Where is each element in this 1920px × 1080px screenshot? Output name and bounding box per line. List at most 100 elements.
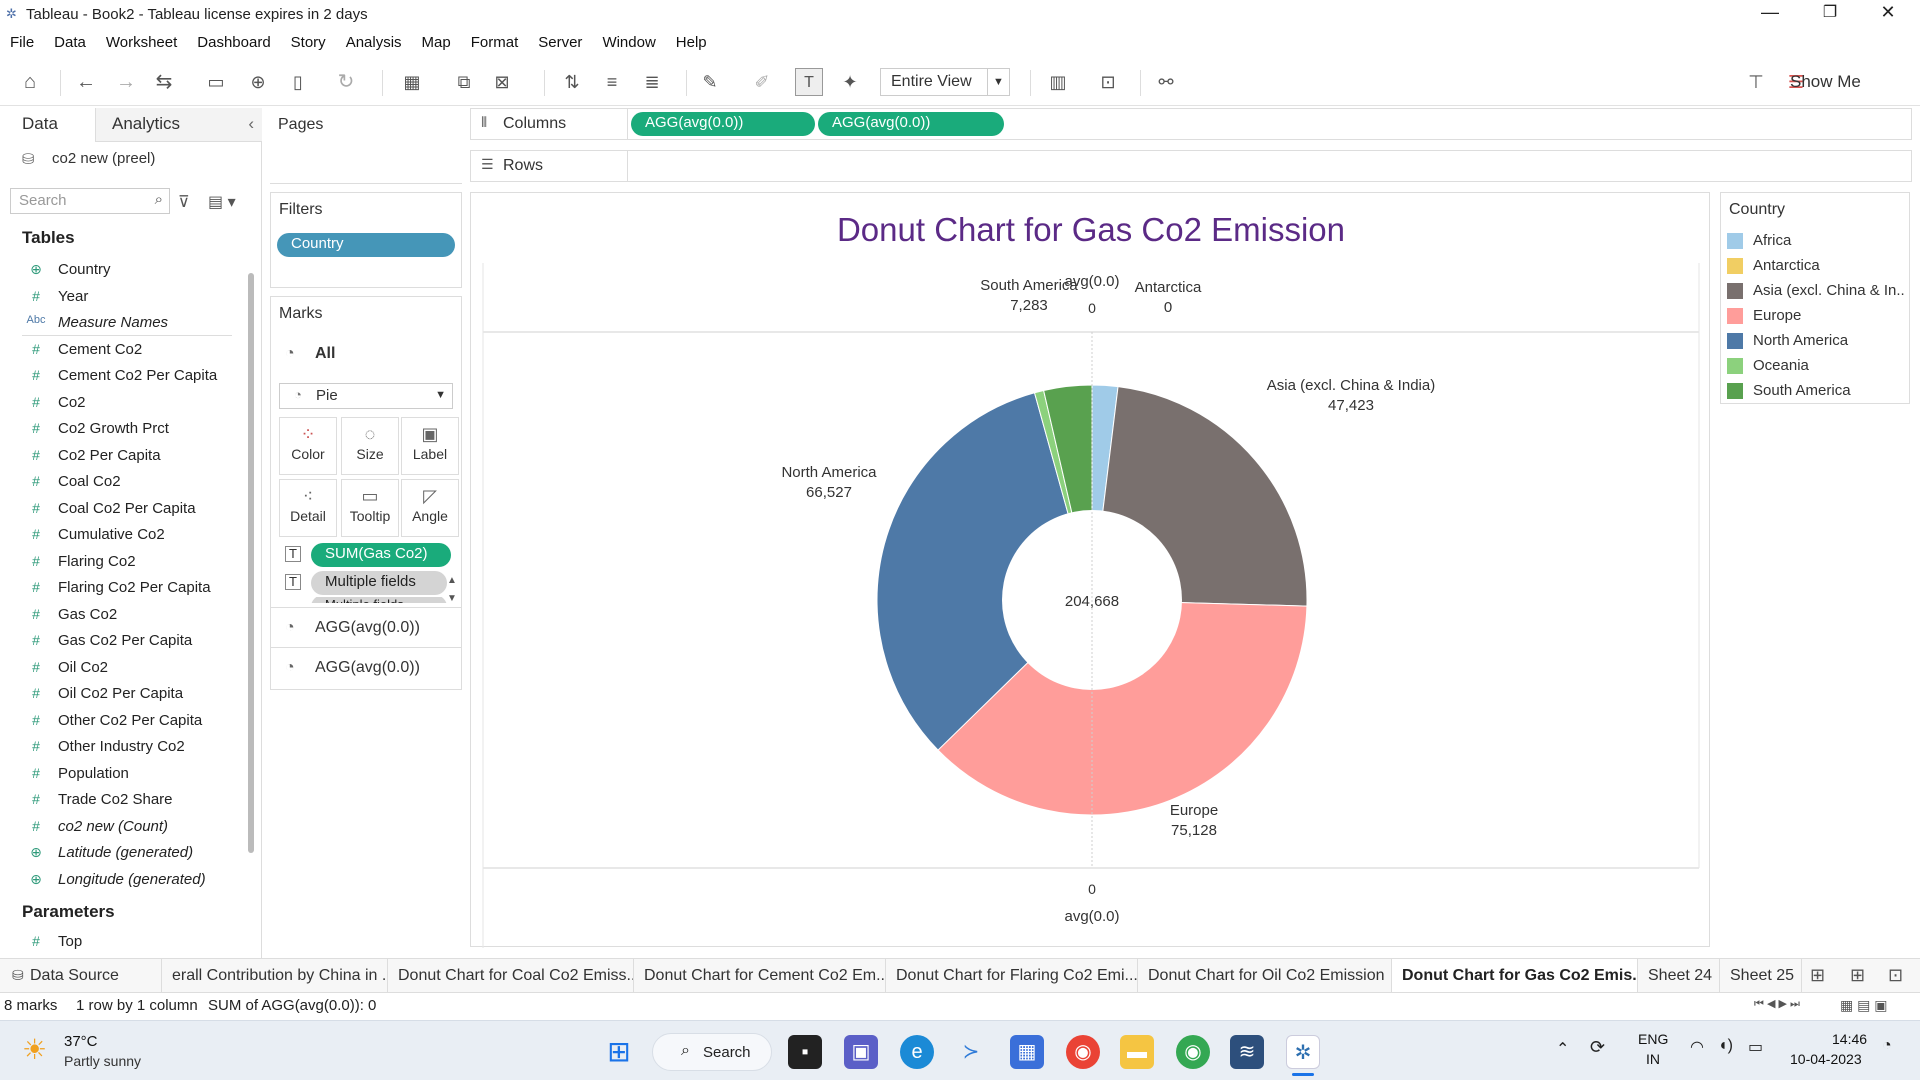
taskbar-search[interactable]: ⌕ Search <box>652 1033 772 1071</box>
chrome-profile-icon[interactable]: ◉ <box>1176 1035 1210 1069</box>
undo-icon[interactable]: ← <box>76 71 96 93</box>
size-card[interactable]: ◌ Size <box>341 417 399 475</box>
refresh-icon[interactable]: ↻ <box>337 71 355 93</box>
marks-pill-multiple-fields[interactable]: Multiple fields <box>311 571 447 595</box>
field-population[interactable]: # Population <box>0 762 245 788</box>
language-line1[interactable]: ENG <box>1638 1031 1669 1047</box>
field-other-industry-co2[interactable]: # Other Industry Co2 <box>0 735 245 761</box>
presentation-mode-icon[interactable]: ⊡ <box>1100 72 1116 92</box>
tableau-taskbar-icon[interactable]: ≋ <box>1230 1035 1264 1069</box>
windows-start-icon[interactable]: ⊞ <box>607 1036 631 1067</box>
field-year[interactable]: # Year <box>0 285 245 311</box>
tab-sheet-active[interactable]: Donut Chart for Gas Co2 Emis... <box>1392 959 1638 993</box>
show-mark-labels-icon[interactable]: T <box>795 68 823 96</box>
marks-all-label[interactable]: All <box>315 345 336 362</box>
filter-icon[interactable]: ⊽ <box>178 194 190 211</box>
clock-time[interactable]: 14:46 <box>1832 1031 1868 1047</box>
field-oil-co2-per-capita[interactable]: # Oil Co2 Per Capita <box>0 682 245 708</box>
new-worksheet-icon[interactable]: ▦ <box>403 72 421 92</box>
menu-file[interactable]: File <box>10 34 35 51</box>
swap-icon[interactable]: ⇅ <box>564 72 580 92</box>
field-latitude-generated[interactable]: ⊕ Latitude (generated) <box>0 841 245 867</box>
search-input[interactable]: Search ⌕ <box>10 188 170 214</box>
home-icon[interactable]: ⌂ <box>23 71 37 93</box>
show-me-icon[interactable]: ☰ <box>1787 72 1805 92</box>
new-datasource-icon[interactable]: ⊕ <box>250 72 266 92</box>
close-button[interactable]: ✕ <box>1880 2 1896 22</box>
marks-layer-agg2[interactable]: AGG(avg(0.0)) <box>315 659 420 676</box>
wifi-icon[interactable]: ◠ <box>1690 1039 1704 1056</box>
marks-pill-multiple-fields-2[interactable]: Multiple fields <box>311 597 447 603</box>
paint-format-icon[interactable]: ⊤ <box>1748 72 1764 92</box>
menu-worksheet[interactable]: Worksheet <box>105 34 178 51</box>
sort-descending-icon[interactable]: ≣ <box>644 72 660 92</box>
field-co2-new-count[interactable]: # co2 new (Count) <box>0 815 245 841</box>
menu-map[interactable]: Map <box>421 34 451 51</box>
filters-shelf[interactable]: Filters Country <box>270 192 462 288</box>
clear-sheet-icon[interactable]: ⊠ <box>494 72 510 92</box>
share-icon[interactable]: ⚯ <box>1158 72 1174 92</box>
tooltip-card[interactable]: ▭ Tooltip <box>341 479 399 537</box>
field-trade-co2-share[interactable]: # Trade Co2 Share <box>0 788 245 814</box>
tab-sheet[interactable]: Donut Chart for Oil Co2 Emission <box>1138 959 1392 993</box>
field-co2[interactable]: # Co2 <box>0 391 245 417</box>
tab-sheet[interactable]: Sheet 25 <box>1720 959 1802 993</box>
marks-layer-agg1[interactable]: AGG(avg(0.0)) <box>315 619 420 636</box>
columns-pill-1[interactable]: AGG(avg(0.0)) <box>631 112 815 136</box>
field-gas-co2[interactable]: # Gas Co2 <box>0 603 245 629</box>
edge-icon[interactable]: e <box>900 1035 934 1069</box>
collapse-pane-icon[interactable]: ‹ <box>248 114 254 133</box>
label-card[interactable]: ▣ Label <box>401 417 459 475</box>
task-view-icon[interactable]: ▪ <box>788 1035 822 1069</box>
scroll-up-icon[interactable]: ▲ <box>447 575 457 586</box>
menu-window[interactable]: Window <box>602 34 656 51</box>
highlight-icon[interactable]: ✎ <box>702 72 718 92</box>
fit-dropdown[interactable]: Entire View ▼ <box>880 68 1010 96</box>
field-co2-growth-prct[interactable]: # Co2 Growth Prct <box>0 417 245 443</box>
new-dashboard-icon[interactable]: ⊞ <box>1850 965 1866 985</box>
field-measure-names[interactable]: Abc Measure Names <box>0 311 245 337</box>
file-explorer-icon[interactable]: ▬ <box>1120 1035 1154 1069</box>
menu-format[interactable]: Format <box>470 34 519 51</box>
teams-icon[interactable]: ▣ <box>844 1035 878 1069</box>
menu-data[interactable]: Data <box>54 34 86 51</box>
parameter-top[interactable]: # Top <box>0 930 245 956</box>
field-co2-per-capita[interactable]: # Co2 Per Capita <box>0 444 245 470</box>
datasource-name[interactable]: co2 new (preel) <box>52 150 156 167</box>
tab-sheet[interactable]: Sheet 24 <box>1638 959 1720 993</box>
tab-navigation-icon[interactable]: ⏮ ◀ ▶ ⏭ <box>1754 998 1800 1010</box>
battery-icon[interactable]: ▭ <box>1748 1039 1764 1056</box>
marks-pill-sum-gas-co2[interactable]: SUM(Gas Co2) <box>311 543 451 567</box>
menu-dashboard[interactable]: Dashboard <box>197 34 271 51</box>
redo-icon[interactable]: → <box>116 71 136 93</box>
scroll-down-icon[interactable]: ▼ <box>447 593 457 604</box>
color-card[interactable]: ⁘ Color <box>279 417 337 475</box>
notification-icon[interactable]: ◔ <box>1882 1037 1892 1054</box>
field-cumulative-co2[interactable]: # Cumulative Co2 <box>0 523 245 549</box>
field-flaring-co2[interactable]: # Flaring Co2 <box>0 550 245 576</box>
maximize-button[interactable]: ❐ <box>1822 4 1838 21</box>
rows-shelf[interactable]: ☰ Rows <box>470 150 1912 182</box>
field-coal-co2[interactable]: # Coal Co2 <box>0 470 245 496</box>
field-other-co2-per-capita[interactable]: # Other Co2 Per Capita <box>0 709 245 735</box>
detail-card[interactable]: ⁖ Detail <box>279 479 337 537</box>
field-coal-co2-per-capita[interactable]: # Coal Co2 Per Capita <box>0 497 245 523</box>
sort-ascending-icon[interactable]: ≡ <box>606 72 618 92</box>
pages-shelf[interactable]: Pages <box>270 108 462 184</box>
chrome-icon[interactable]: ◉ <box>1066 1035 1100 1069</box>
menu-help[interactable]: Help <box>675 34 707 51</box>
tab-sheet[interactable]: Donut Chart for Cement Co2 Em... <box>634 959 886 993</box>
columns-pill-2[interactable]: AGG(avg(0.0)) <box>818 112 1004 136</box>
tab-data-source[interactable]: Data Source <box>20 959 162 993</box>
field-flaring-co2-per-capita[interactable]: # Flaring Co2 Per Capita <box>0 576 245 602</box>
tab-data[interactable]: Data <box>0 108 96 142</box>
field-oil-co2[interactable]: # Oil Co2 <box>0 656 245 682</box>
field-longitude-generated[interactable]: ⊕ Longitude (generated) <box>0 868 245 894</box>
menu-server[interactable]: Server <box>538 34 583 51</box>
filter-pill-country[interactable]: Country <box>277 233 455 257</box>
save-icon[interactable]: ▭ <box>207 72 225 92</box>
scrollbar[interactable] <box>248 273 254 853</box>
new-story-icon[interactable]: ⊡ <box>1888 965 1904 985</box>
new-worksheet-icon[interactable]: ⊞ <box>1810 965 1826 985</box>
tab-analytics[interactable]: Analytics ‹ <box>96 108 262 142</box>
